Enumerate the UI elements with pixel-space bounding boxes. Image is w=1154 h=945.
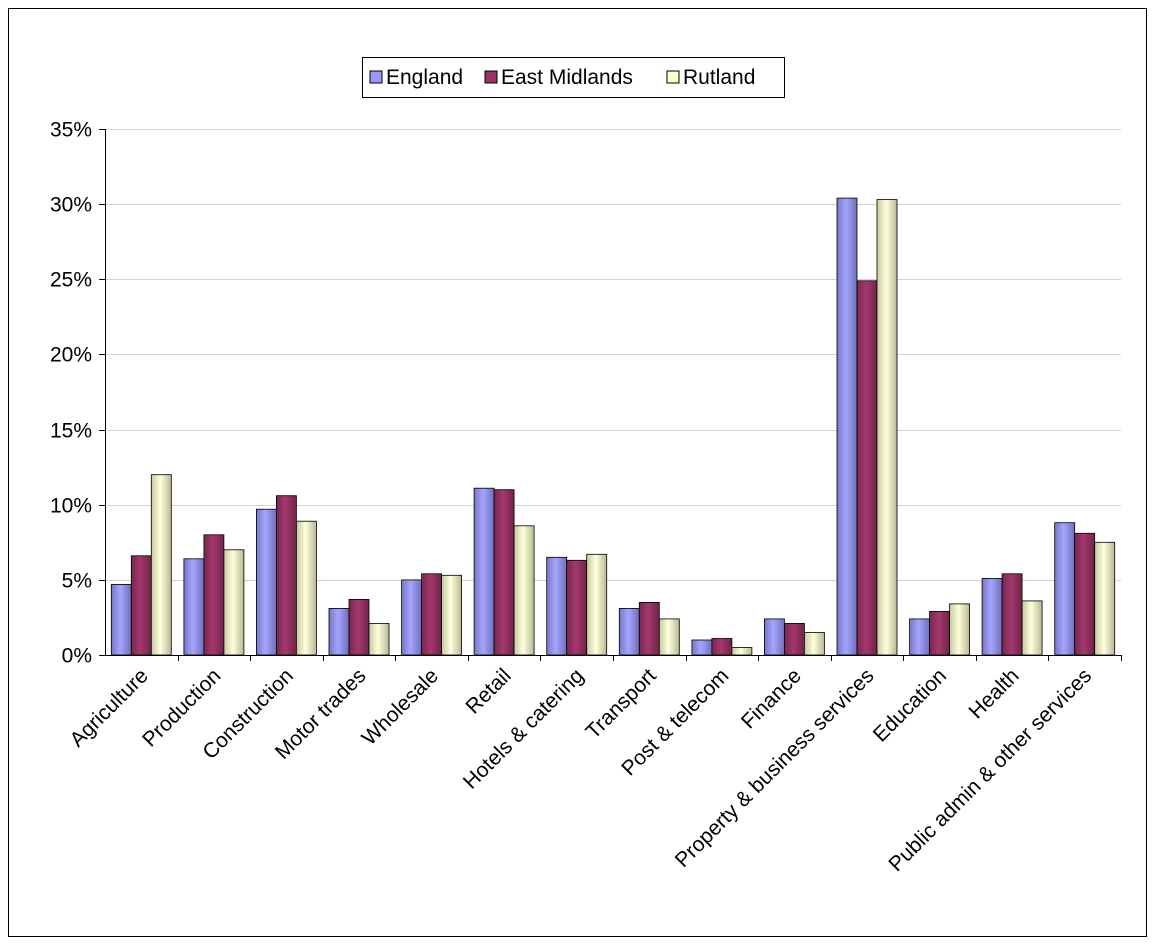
bar-east-midlands-agriculture	[130, 555, 152, 656]
y-tick-label: 35%	[50, 119, 92, 142]
bar-rutland-construction	[295, 520, 317, 656]
bar-east-midlands-health	[1001, 573, 1023, 656]
bar-england-production	[183, 558, 205, 656]
bar-england-education	[909, 618, 930, 656]
bar-east-midlands-motor-trades	[348, 599, 370, 656]
bar-rutland-property-and-business-services	[876, 199, 898, 656]
bar-england-agriculture	[110, 584, 132, 656]
legend-label-east-midlands: East Midlands	[501, 66, 633, 89]
bar-rutland-production	[223, 549, 245, 656]
bar-england-transport	[618, 608, 640, 656]
bar-rutland-education	[949, 603, 970, 656]
bar-england-hotels-and-catering	[546, 556, 568, 656]
legend-swatch-rutland	[666, 70, 680, 84]
bar-england-motor-trades	[328, 608, 350, 656]
bar-east-midlands-post-and-telecom	[711, 638, 733, 656]
bar-east-midlands-production	[203, 534, 225, 656]
legend-label-england: England	[386, 66, 463, 89]
bar-east-midlands-wholesale	[421, 573, 443, 656]
bar-england-finance	[764, 618, 785, 656]
bar-rutland-post-and-telecom	[731, 647, 753, 656]
bar-rutland-hotels-and-catering	[586, 553, 608, 656]
bar-rutland-health	[1021, 600, 1043, 656]
chart-border	[8, 8, 1147, 937]
y-tick-label: 15%	[50, 420, 92, 443]
bar-rutland-wholesale	[441, 574, 463, 656]
bar-east-midlands-property-and-business-services	[856, 280, 878, 656]
y-axis-tick-labels: 0% 5% 10% 15% 20% 25% 30% 35%	[50, 119, 92, 668]
bar-england-wholesale	[401, 579, 423, 656]
y-tick-label: 20%	[50, 344, 92, 367]
bar-england-public-admin-and-other-services	[1054, 522, 1076, 656]
legend-swatch-east-midlands	[484, 70, 498, 84]
bar-rutland-finance	[804, 632, 825, 656]
bar-rutland-transport	[658, 618, 680, 656]
legend: England East Midlands Rutland	[362, 57, 785, 98]
bar-east-midlands-transport	[638, 602, 660, 656]
bar-east-midlands-hotels-and-catering	[566, 559, 588, 656]
bar-rutland-agriculture	[150, 474, 172, 656]
bar-rutland-motor-trades	[368, 623, 390, 656]
bar-rutland-retail	[513, 525, 535, 656]
bar-england-post-and-telecom	[691, 639, 713, 656]
bar-east-midlands-construction	[275, 495, 297, 656]
axes	[99, 129, 1122, 661]
bar-england-retail	[473, 487, 495, 656]
y-tick-label: 25%	[50, 269, 92, 292]
y-tick-label: 5%	[62, 570, 92, 593]
legend-swatch-england	[369, 70, 383, 84]
y-tick-label: 0%	[62, 645, 92, 668]
bar-east-midlands-retail	[493, 489, 515, 656]
bars	[110, 197, 1116, 656]
bar-england-construction	[255, 508, 277, 656]
y-tick-label: 10%	[50, 495, 92, 518]
bar-east-midlands-finance	[784, 623, 805, 656]
legend-label-rutland: Rutland	[683, 66, 755, 89]
bar-england-health	[981, 578, 1003, 656]
bar-rutland-public-admin-and-other-services	[1094, 541, 1116, 656]
bar-england-property-and-business-services	[836, 197, 858, 656]
bar-east-midlands-public-admin-and-other-services	[1074, 532, 1096, 656]
legend-box	[362, 57, 785, 98]
y-tick-label: 30%	[50, 194, 92, 217]
bar-east-midlands-education	[929, 611, 950, 656]
